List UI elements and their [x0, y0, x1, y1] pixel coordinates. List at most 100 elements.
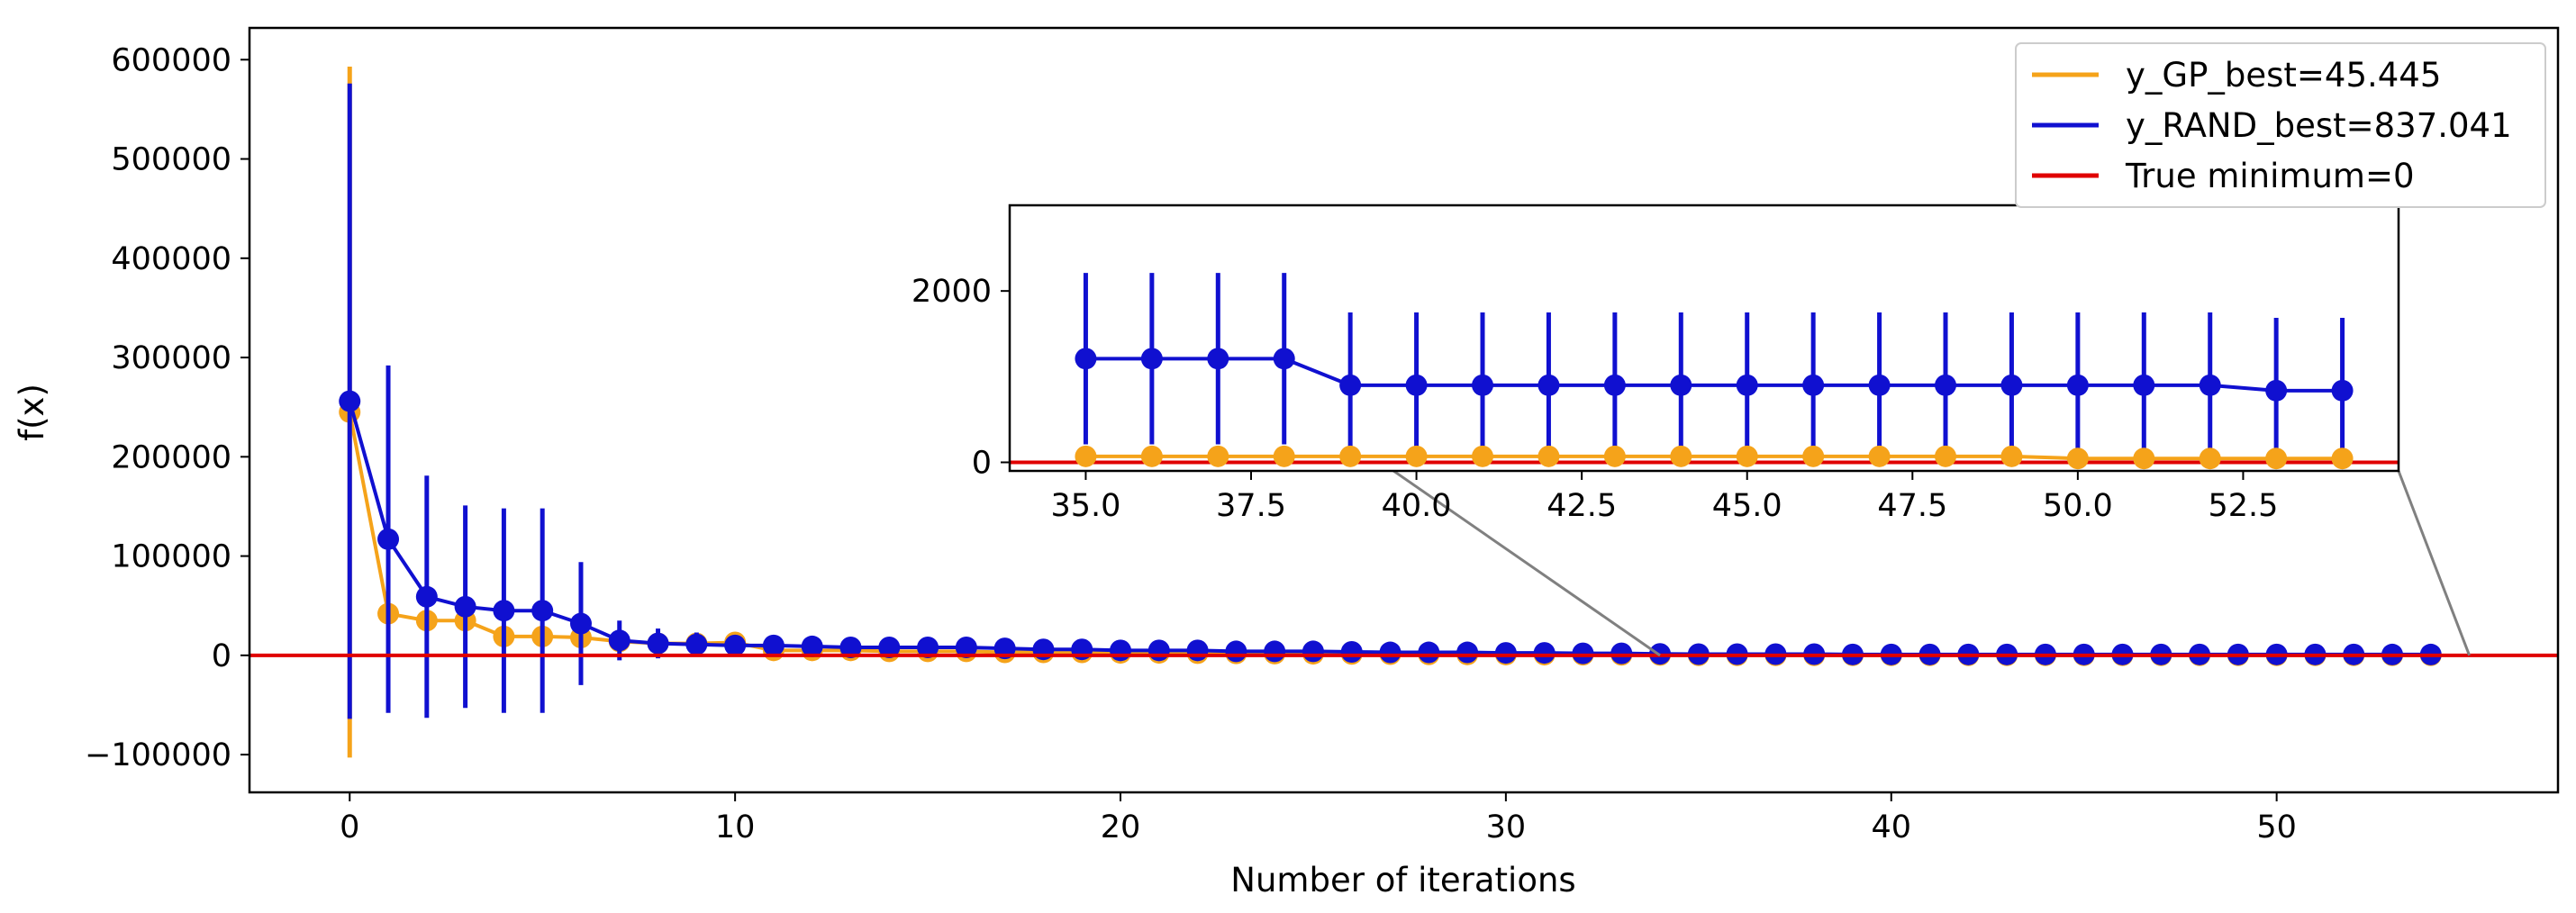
x-tick-label: 30	[1486, 809, 1527, 845]
inset-rand-point	[2199, 374, 2221, 396]
rand-point	[685, 633, 708, 655]
rand-point	[377, 528, 400, 550]
rand-point	[647, 632, 669, 655]
inset-rand-point	[1339, 374, 1362, 396]
rand-point	[1610, 642, 1633, 664]
inset-gp-point	[1273, 445, 1295, 467]
rand-point	[762, 634, 785, 656]
inset-rand-point	[1472, 374, 1494, 396]
inset-rand-point	[1537, 374, 1560, 396]
legend-label-rand: y_RAND_best=837.041	[2126, 106, 2512, 145]
x-tick-label: 50	[2256, 809, 2297, 845]
rand-point	[1225, 640, 1247, 663]
rand-point	[1418, 641, 1440, 664]
y-tick-label: 200000	[111, 439, 231, 475]
inset-gp-point	[2265, 447, 2288, 470]
inset-rand-point	[1802, 374, 1825, 396]
inset-rand-point	[2265, 379, 2288, 402]
inset-gp-point	[1472, 445, 1494, 467]
y-tick-label: 300000	[111, 340, 231, 376]
x-tick-label: 10	[715, 809, 756, 845]
inset-rand-point	[2133, 374, 2155, 396]
rand-point	[724, 634, 747, 656]
inset-rand-point	[1075, 348, 1097, 370]
rand-point	[1264, 640, 1286, 663]
rand-point	[1147, 639, 1170, 662]
inset-x-tick-label: 40.0	[1382, 488, 1452, 524]
y-tick-label: 400000	[111, 241, 231, 277]
inset-gp-point	[2133, 447, 2155, 470]
rand-point	[493, 600, 515, 622]
legend-box	[2015, 42, 2546, 208]
legend-label-gp: y_GP_best=45.445	[2126, 56, 2441, 95]
inset-rand-point	[2331, 379, 2354, 402]
rand-point	[801, 635, 823, 657]
inset-series-group	[1010, 273, 2399, 470]
rand-point	[1186, 639, 1209, 662]
inset-x-tick-label: 35.0	[1050, 488, 1120, 524]
inset-x-tick-label: 47.5	[1877, 488, 1947, 524]
inset-x-tick-label: 45.0	[1712, 488, 1782, 524]
inset-gp-point	[1339, 445, 1362, 467]
inset-gp-line	[1085, 454, 2343, 461]
inset-gp-point	[2199, 447, 2221, 470]
inset-rand-point	[1273, 348, 1295, 370]
rand-point	[1572, 642, 1594, 664]
inset-rand-point	[1736, 374, 1758, 396]
inset-gp-point	[1935, 445, 1957, 467]
inset-gp-point	[1670, 445, 1692, 467]
inset-gp-point	[1603, 445, 1626, 467]
rand-point	[878, 637, 901, 659]
inset-gp-point	[1140, 445, 1163, 467]
inset-rand-point	[2066, 374, 2089, 396]
rand-point	[1456, 641, 1479, 664]
inset-rand-point	[1868, 374, 1891, 396]
main-plot-area: 0 10 20 30 40 50 −100000 0 100000 200000 300000 400…	[85, 26, 2560, 845]
inset-x-tick-label: 42.5	[1547, 488, 1617, 524]
inset-gp-point	[1075, 445, 1097, 467]
inset-x-tick-label: 52.5	[2208, 488, 2278, 524]
rand-point	[839, 637, 862, 659]
rand-point	[339, 390, 361, 412]
rand-point	[917, 637, 939, 659]
rand-point	[1494, 642, 1517, 664]
inset-gp-point	[1537, 445, 1560, 467]
inset-gp-point	[1405, 445, 1428, 467]
inset-rand-point	[1405, 374, 1428, 396]
rand-point	[955, 637, 977, 659]
y-tick-label: 0	[212, 638, 231, 674]
legend-label-true-min: True minimum=0	[2125, 157, 2414, 195]
inset-gp-point	[1207, 445, 1229, 467]
inset-gp-point	[1736, 445, 1758, 467]
y-axis-label: f(x)	[13, 384, 51, 441]
inset-y-tick-label: 0	[972, 445, 992, 481]
y-tick-label: 100000	[111, 539, 231, 575]
y-tick-label: 500000	[111, 142, 231, 178]
inset-gp-point	[1868, 445, 1891, 467]
rand-point	[1533, 642, 1556, 664]
inset-gp-point	[2000, 445, 2023, 467]
x-tick-label: 40	[1871, 809, 1911, 845]
x-axis-label: Number of iterations	[1230, 861, 1575, 899]
rand-point	[1110, 639, 1132, 662]
y-tick-label: 600000	[111, 42, 231, 78]
inset-rand-point	[1207, 348, 1229, 370]
rand-point	[1340, 640, 1363, 663]
inset-gp-point	[2331, 447, 2354, 470]
rand-point	[1302, 640, 1324, 663]
inset-rand-point	[2000, 374, 2023, 396]
y-tick-label: −100000	[85, 737, 231, 773]
inset-gp-point	[2066, 447, 2089, 470]
main-axes-frame	[248, 26, 2560, 794]
inset-rand-point	[1603, 374, 1626, 396]
x-tick-label: 0	[340, 809, 359, 845]
rand-point	[454, 595, 476, 618]
inset-x-tick-label: 50.0	[2043, 488, 2113, 524]
rand-point	[569, 612, 592, 635]
inset-axes-frame	[1008, 203, 2400, 473]
inset-rand-point	[1670, 374, 1692, 396]
inset-connector-right	[2397, 470, 2471, 656]
rand-point	[531, 600, 554, 622]
inset-plot-area: 35.0 37.5 40.0 42.5 45.0 47.5 50.0 52.5 0 2000	[912, 203, 2471, 657]
